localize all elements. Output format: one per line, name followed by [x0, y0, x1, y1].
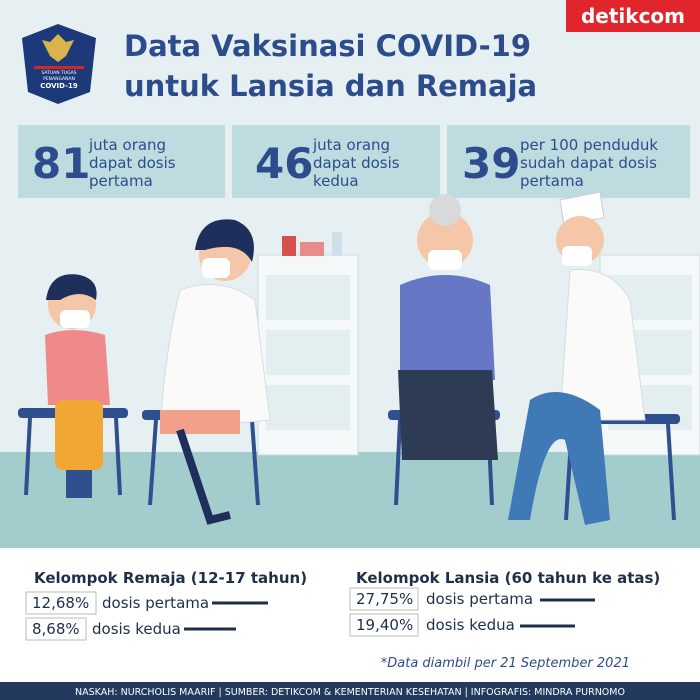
percent: 12,68%	[32, 594, 89, 612]
logo-text: PENANGANAN	[43, 76, 75, 82]
stat-text: pertama	[520, 172, 584, 190]
syringe-icons	[184, 598, 595, 631]
footer: NASKAH: NURCHOLIS MAARIF | SUMBER: DETIK…	[75, 687, 625, 698]
stat-text: per 100 penduduk	[520, 136, 658, 154]
percent-box	[25, 591, 97, 615]
stat-text: juta orang	[88, 136, 166, 154]
percent-box	[25, 617, 87, 641]
brand-badge	[566, 0, 700, 32]
logo-text: SATUAN TUGAS	[41, 70, 76, 76]
stat-number: 81	[32, 139, 90, 188]
stat-box	[18, 125, 225, 198]
group-title: Kelompok Lansia (60 tahun ke atas)	[356, 569, 660, 587]
dose-label: dosis kedua	[92, 620, 181, 638]
footer-bar	[0, 682, 700, 700]
title: untuk Lansia dan Remaja	[124, 69, 537, 103]
stat-number: 46	[255, 139, 313, 188]
stat-text: kedua	[313, 172, 359, 190]
percent: 8,68%	[32, 620, 80, 638]
brand: detikcom	[581, 4, 685, 28]
title: Data Vaksinasi COVID-19	[124, 29, 531, 63]
stat-box	[447, 125, 690, 198]
dose-label: dosis pertama	[426, 590, 533, 608]
percent-box	[349, 613, 419, 637]
stat-text: sudah dapat dosis	[520, 154, 657, 172]
stat-text: juta orang	[312, 136, 390, 154]
percent: 27,75%	[356, 590, 413, 608]
stat-box	[232, 125, 440, 198]
stat-number: 39	[462, 139, 520, 188]
percent-box	[349, 587, 419, 611]
percent: 19,40%	[356, 616, 413, 634]
dose-label: dosis kedua	[426, 616, 515, 634]
dose-label: dosis pertama	[102, 594, 209, 612]
note: *Data diambil per 21 September 2021	[381, 656, 630, 671]
stat-text: pertama	[89, 172, 153, 190]
group-title: Kelompok Remaja (12-17 tahun)	[34, 569, 307, 587]
logo-text: COVID-19	[40, 82, 78, 90]
stat-text: dapat dosis	[313, 154, 400, 172]
illustration	[18, 191, 700, 525]
stat-text: dapat dosis	[89, 154, 176, 172]
logo: SATUAN TUGAS PENANGANAN COVID-19	[22, 24, 96, 104]
